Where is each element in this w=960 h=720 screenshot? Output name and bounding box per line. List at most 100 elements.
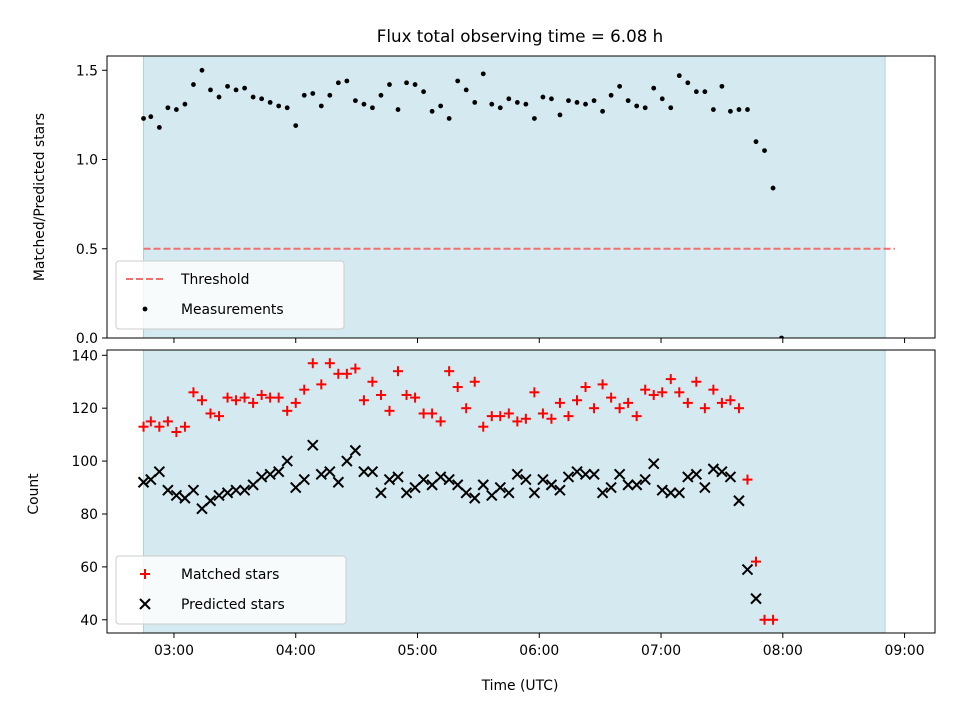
data-point xyxy=(349,444,362,457)
legend-label: Threshold xyxy=(180,272,249,288)
bottom-y-tick-label: 100 xyxy=(71,454,98,470)
legend-label: Predicted stars xyxy=(181,597,285,613)
x-tick-label: 09:00 xyxy=(885,643,925,659)
data-point xyxy=(486,411,497,422)
data-point xyxy=(751,556,762,567)
data-point xyxy=(478,421,489,432)
data-point xyxy=(469,492,481,504)
data-point xyxy=(267,100,273,105)
data-point xyxy=(230,484,242,496)
data-point xyxy=(429,108,435,114)
data-point xyxy=(412,82,418,87)
top-y-axis-label: Matched/Predicted stars xyxy=(32,113,48,281)
legend-box xyxy=(115,555,347,625)
data-point xyxy=(674,387,685,398)
data-point xyxy=(600,108,605,114)
data-point xyxy=(301,92,307,98)
data-point xyxy=(657,387,668,398)
bottom-y-tick-label: 60 xyxy=(80,560,98,576)
data-point xyxy=(421,89,426,95)
data-point xyxy=(196,395,207,406)
data-point xyxy=(503,408,514,419)
data-point xyxy=(634,103,640,109)
data-point xyxy=(529,387,540,398)
data-point xyxy=(434,471,447,483)
data-point xyxy=(444,366,455,377)
data-point xyxy=(562,471,575,483)
data-point xyxy=(648,389,659,400)
data-point xyxy=(221,487,234,499)
data-point xyxy=(716,397,727,408)
data-point xyxy=(656,484,668,496)
data-point xyxy=(318,103,324,109)
data-point xyxy=(264,468,276,481)
data-point xyxy=(324,358,335,369)
data-point xyxy=(156,124,162,130)
data-point xyxy=(762,148,767,153)
data-point xyxy=(238,484,251,496)
data-point xyxy=(648,458,660,470)
data-point xyxy=(779,335,784,338)
data-point xyxy=(366,465,379,478)
data-point xyxy=(676,73,682,79)
data-point xyxy=(395,107,401,112)
top-y-tick-label: 1.5 xyxy=(76,63,98,79)
data-point xyxy=(171,426,182,437)
data-point xyxy=(596,487,609,499)
data-point xyxy=(554,484,566,496)
data-point xyxy=(367,376,378,387)
data-point xyxy=(540,94,546,100)
data-point xyxy=(400,487,413,499)
legend-label: Matched stars xyxy=(181,567,279,583)
data-point xyxy=(506,96,512,102)
data-point xyxy=(606,392,617,403)
data-point xyxy=(495,411,506,422)
data-point xyxy=(387,82,392,87)
data-point xyxy=(332,476,345,488)
data-point xyxy=(537,408,548,419)
data-point xyxy=(298,473,310,486)
data-point xyxy=(427,408,438,419)
data-point xyxy=(417,473,430,486)
data-point xyxy=(614,403,625,414)
data-point xyxy=(299,384,310,395)
data-point xyxy=(225,83,230,89)
data-point xyxy=(531,116,537,121)
data-point xyxy=(572,395,583,406)
data-point xyxy=(725,395,736,406)
data-point xyxy=(460,487,472,499)
data-point xyxy=(719,83,725,89)
data-point xyxy=(255,471,268,483)
data-point xyxy=(145,416,156,427)
data-point xyxy=(324,465,336,478)
data-point xyxy=(174,107,179,112)
data-point xyxy=(208,87,213,93)
data-point xyxy=(199,67,205,73)
data-point xyxy=(401,389,412,400)
top-series-dot xyxy=(141,67,784,338)
legend-box xyxy=(115,260,345,330)
bottom-y-tick-label: 40 xyxy=(80,613,98,629)
data-point xyxy=(233,87,239,93)
data-point xyxy=(503,487,515,499)
chart-title: Flux total observing time = 6.08 h xyxy=(377,26,663,46)
data-point xyxy=(162,484,174,496)
data-point xyxy=(335,80,341,86)
data-point xyxy=(276,103,282,109)
data-point xyxy=(659,96,665,102)
data-point xyxy=(472,100,478,105)
data-point xyxy=(461,403,472,414)
top-axes-frame xyxy=(106,55,936,339)
data-point xyxy=(222,392,233,403)
data-point xyxy=(605,481,617,494)
data-point xyxy=(350,363,361,374)
data-point xyxy=(685,80,691,86)
data-point xyxy=(404,80,409,86)
data-point xyxy=(489,101,495,107)
x-tick-label: 07:00 xyxy=(641,643,681,659)
data-point xyxy=(563,411,574,422)
data-point xyxy=(622,479,634,491)
data-point xyxy=(665,374,676,385)
data-point xyxy=(566,98,571,104)
